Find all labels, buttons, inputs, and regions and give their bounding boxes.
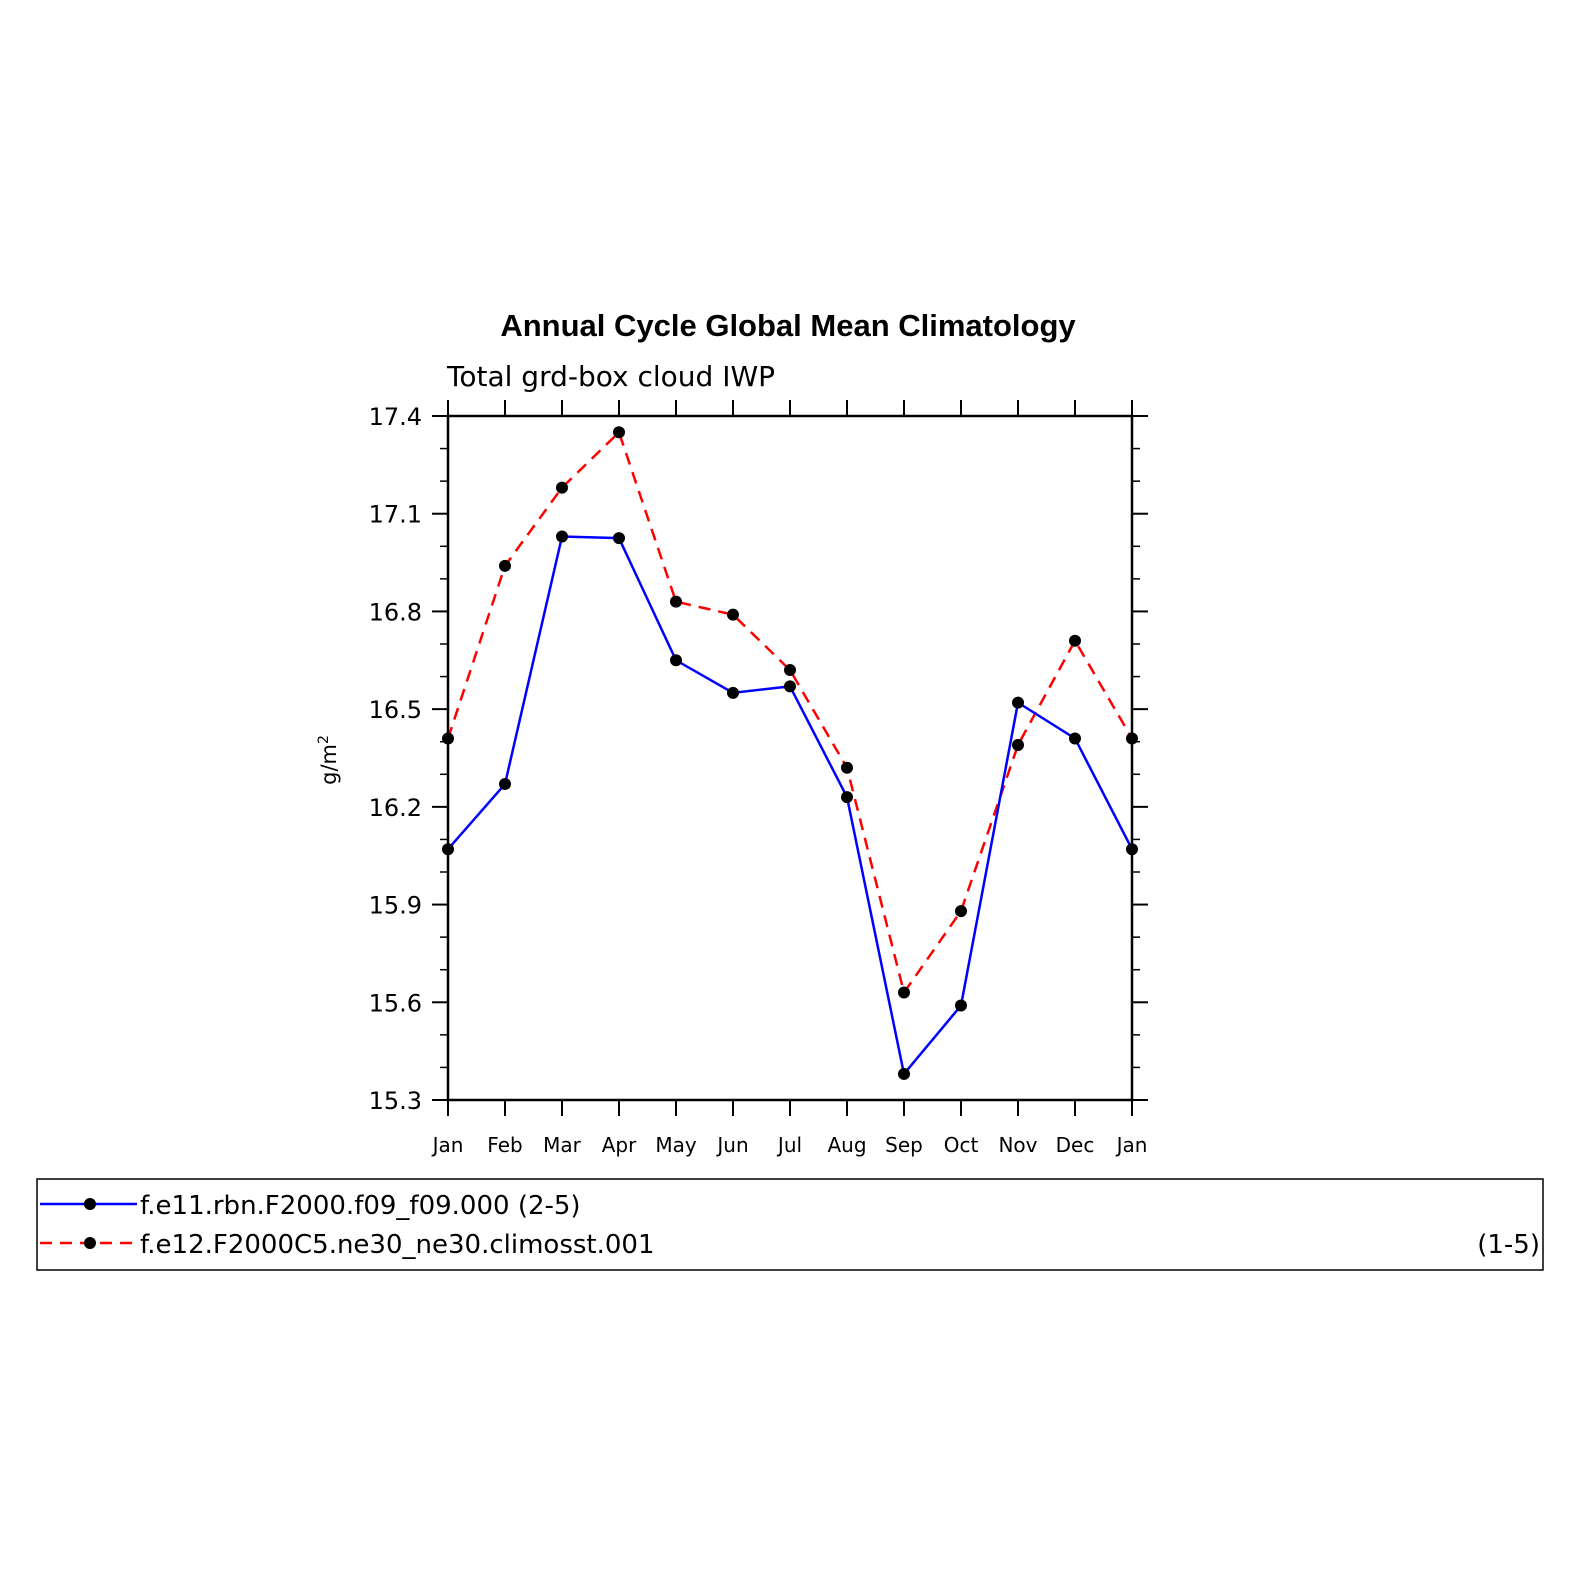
series-line [447,535,1134,1077]
x-tick-label: Dec [1056,1133,1095,1157]
data-point [784,664,796,677]
x-tick-label: Nov [998,1133,1037,1157]
legend: f.e11.rbn.F2000.f09_f09.000 (2-5) f.e12.F… [36,1178,1544,1271]
data-point [955,999,967,1012]
y-tick-label: 15.9 [369,892,422,920]
data-point [784,680,796,693]
x-tick-label: Sep [885,1133,923,1157]
x-tick-label: Feb [487,1133,522,1157]
data-point [670,595,682,608]
plot-axes [446,414,1134,1102]
y-axis-label-text: g/m [317,744,341,785]
data-point [1069,634,1081,647]
x-tick-label: Jun [715,1133,748,1157]
x-tick-label: Mar [543,1133,582,1157]
legend-label: f.e11.rbn.F2000.f09_f09.000 (2-5) [140,1191,581,1221]
legend-marker [84,1237,96,1249]
y-tick-label: 16.5 [369,696,422,724]
data-point [556,530,568,543]
data-point [898,1067,910,1080]
y-tick-label: 16.2 [369,794,422,822]
data-point [556,481,568,494]
data-point [613,426,625,439]
data-point [670,654,682,667]
x-tick-label: Apr [602,1133,637,1157]
data-point [442,732,454,745]
data-point [442,843,454,856]
data-point [727,686,739,699]
series-layer [442,426,1138,1080]
y-ticks: 17.4 17.1 16.8 16.5 16.2 15.9 15.6 15.3 [369,403,1148,1115]
y-tick-label: 15.6 [369,989,422,1017]
data-point [955,905,967,918]
data-point [1012,696,1024,709]
data-point [613,532,625,545]
plot-frame [446,414,1134,1102]
x-tick-label: Jan [431,1133,464,1157]
data-point [499,559,511,572]
data-point [1012,738,1024,751]
legend-suffix: (1-5) [1477,1230,1540,1260]
legend-label: f.e12.F2000C5.ne30_ne30.climosst.001 [140,1230,655,1260]
chart-title: Annual Cycle Global Mean Climatology [500,308,1076,343]
data-point [841,761,853,774]
x-tick-label: Aug [827,1133,866,1157]
y-tick-label: 15.3 [369,1087,422,1115]
x-tick-label: Jul [776,1133,802,1157]
y-tick-label: 16.8 [369,598,422,626]
data-point [1126,732,1138,745]
data-point [499,778,511,791]
data-point [841,791,853,804]
y-axis-label-superscript: 2 [316,735,332,744]
data-point [1069,732,1081,745]
x-tick-label: Jan [1115,1133,1148,1157]
legend-marker [84,1198,96,1210]
data-point [898,986,910,999]
data-point [1126,843,1138,856]
x-tick-label: May [655,1133,697,1157]
y-axis-label: g/m2 [316,735,341,785]
x-ticks: Jan Feb Mar Apr May Jun Jul Aug Sep Oct Nov Dec Jan [431,400,1148,1157]
svg-text:g/m2: g/m2 [316,735,341,785]
series-line [446,430,1134,996]
x-tick-label: Oct [944,1133,979,1157]
legend-box [36,1178,1544,1271]
data-point [727,608,739,621]
y-tick-label: 17.1 [369,501,422,529]
chart-subtitle: Total grd-box cloud IWP [446,360,775,393]
y-tick-label: 17.4 [369,403,422,431]
